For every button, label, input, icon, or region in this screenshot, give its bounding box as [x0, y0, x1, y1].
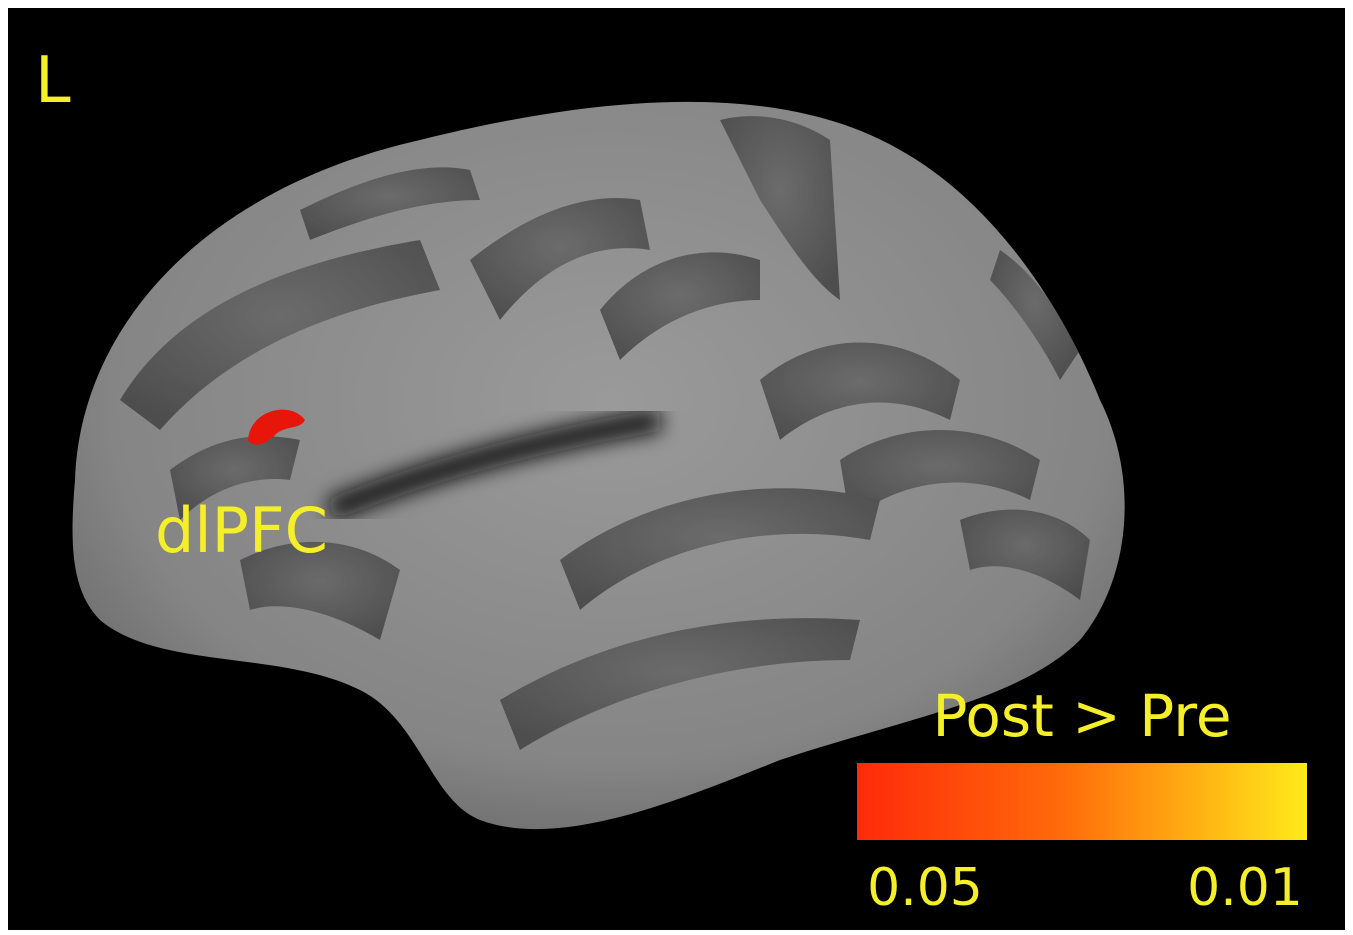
colorbar: [857, 763, 1307, 840]
colorbar-min-label: 0.05: [867, 858, 983, 918]
hemisphere-label: L: [35, 44, 71, 118]
figure: L dlPFC Post > Pre 0.05 0.01: [0, 0, 1353, 935]
colorbar-max-label: 0.01: [1187, 858, 1303, 918]
page: {"hemisphere_label": "L", "region_label"…: [0, 0, 1353, 935]
colorbar-title: Post > Pre: [932, 682, 1231, 750]
region-label: dlPFC: [155, 494, 328, 567]
